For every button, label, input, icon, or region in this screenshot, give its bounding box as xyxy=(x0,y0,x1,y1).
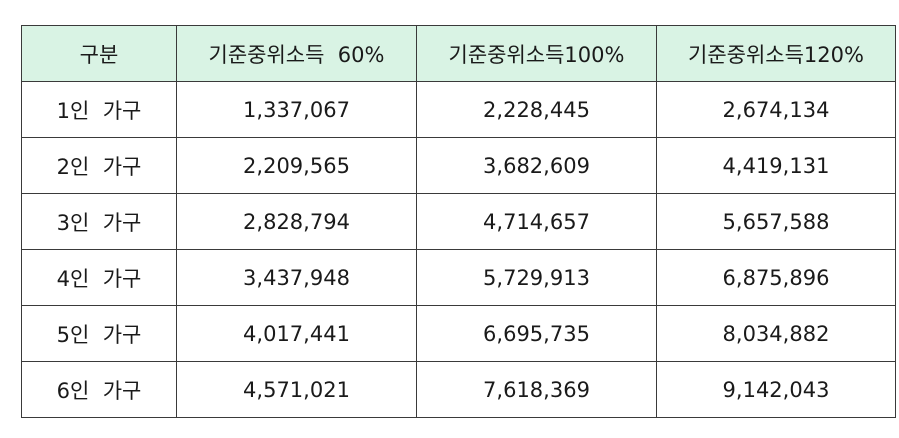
header-category: 구분 xyxy=(21,25,177,82)
income-60-cell: 4,571,021 xyxy=(176,361,417,418)
header-median-income-120: 기준중위소득120% xyxy=(656,25,896,82)
income-60-cell: 4,017,441 xyxy=(176,305,417,362)
household-size-cell: 5인 가구 xyxy=(21,305,177,362)
income-60-cell: 2,209,565 xyxy=(176,137,417,194)
table-row: 5인 가구 4,017,441 6,695,735 8,034,882 xyxy=(21,305,896,362)
table-row: 1인 가구 1,337,067 2,228,445 2,674,134 xyxy=(21,81,896,138)
household-size-cell: 3인 가구 xyxy=(21,193,177,250)
income-100-cell: 3,682,609 xyxy=(416,137,657,194)
header-row: 구분 기준중위소득 60% 기준중위소득100% 기준중위소득120% xyxy=(21,25,896,82)
income-60-cell: 3,437,948 xyxy=(176,249,417,306)
header-median-income-100: 기준중위소득100% xyxy=(416,25,657,82)
income-100-cell: 5,729,913 xyxy=(416,249,657,306)
income-100-cell: 7,618,369 xyxy=(416,361,657,418)
household-size-cell: 1인 가구 xyxy=(21,81,177,138)
income-100-cell: 4,714,657 xyxy=(416,193,657,250)
income-100-cell: 2,228,445 xyxy=(416,81,657,138)
table-body: 1인 가구 1,337,067 2,228,445 2,674,134 2인 가… xyxy=(21,81,896,418)
median-income-table: 구분 기준중위소득 60% 기준중위소득100% 기준중위소득120% 1인 가… xyxy=(21,25,896,418)
income-120-cell: 8,034,882 xyxy=(656,305,896,362)
header-median-income-60: 기준중위소득 60% xyxy=(176,25,417,82)
table-header: 구분 기준중위소득 60% 기준중위소득100% 기준중위소득120% xyxy=(21,25,896,82)
household-size-cell: 2인 가구 xyxy=(21,137,177,194)
income-100-cell: 6,695,735 xyxy=(416,305,657,362)
income-120-cell: 4,419,131 xyxy=(656,137,896,194)
income-60-cell: 2,828,794 xyxy=(176,193,417,250)
table-row: 3인 가구 2,828,794 4,714,657 5,657,588 xyxy=(21,193,896,250)
income-120-cell: 6,875,896 xyxy=(656,249,896,306)
table-row: 2인 가구 2,209,565 3,682,609 4,419,131 xyxy=(21,137,896,194)
household-size-cell: 6인 가구 xyxy=(21,361,177,418)
table-row: 4인 가구 3,437,948 5,729,913 6,875,896 xyxy=(21,249,896,306)
income-60-cell: 1,337,067 xyxy=(176,81,417,138)
income-120-cell: 5,657,588 xyxy=(656,193,896,250)
table-row: 6인 가구 4,571,021 7,618,369 9,142,043 xyxy=(21,361,896,418)
income-120-cell: 9,142,043 xyxy=(656,361,896,418)
household-size-cell: 4인 가구 xyxy=(21,249,177,306)
income-120-cell: 2,674,134 xyxy=(656,81,896,138)
